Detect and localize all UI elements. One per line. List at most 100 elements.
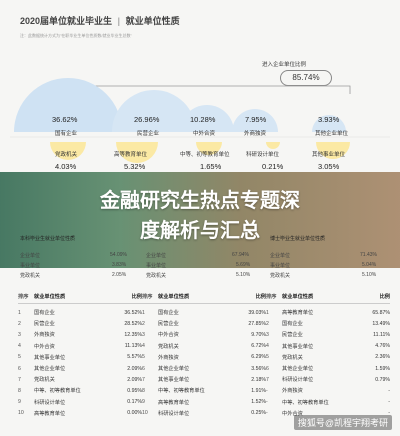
bubble-other-ent-top <box>312 115 346 132</box>
header-pct: 比例 <box>255 294 266 300</box>
table-row: 5 其他事业单位 5.57% <box>18 352 142 363</box>
cell-pct: 65.87% <box>372 309 390 316</box>
bubble-jv-top <box>180 105 234 132</box>
cell-name: 其他企业单位 <box>158 366 190 373</box>
cell-pct: 36.52% <box>124 309 142 316</box>
cell-name: 科研设计单位 <box>282 377 314 384</box>
cell-pct: - <box>388 387 390 394</box>
cell-pct: 5.57% <box>127 354 142 361</box>
bottom-pct-5: 3.05% <box>318 162 340 171</box>
cell-pct: 6.72% <box>251 343 266 350</box>
table-row: 10 高等教育单位 0.00% <box>18 408 142 419</box>
cell-rank: 1 <box>18 309 21 316</box>
mini-val-10: 5.10% <box>362 272 377 278</box>
header-rank: 排序 <box>266 294 277 300</box>
cell-pct: 39.03% <box>248 309 266 316</box>
bubble-party-bottom <box>50 142 86 160</box>
cell-rank: 4 <box>266 343 269 350</box>
header-rank: 排序 <box>142 294 153 300</box>
bubble-pct-2: 26.96% <box>134 115 160 124</box>
cell-rank: 6 <box>266 365 269 372</box>
table-header: 排序 就业单位性质 比例 <box>266 293 390 304</box>
cell-rank: 4 <box>142 343 145 350</box>
cell-name: 外商独资 <box>282 388 303 395</box>
table-row: 2 民营企业 28.52% <box>18 318 142 329</box>
bubble-other-inst-bottom <box>316 142 350 159</box>
mini-val-4: 67.94% <box>232 252 249 258</box>
cell-rank: 10 <box>18 410 24 417</box>
cell-name: 民营企业 <box>158 321 179 328</box>
cell-name: 高等教育单位 <box>158 399 190 406</box>
cell-rank: 8 <box>18 387 21 394</box>
cell-pct: - <box>388 410 390 417</box>
cell-pct: 2.18% <box>251 376 266 383</box>
page-note: 注：此数据统计方式为"在职毕业生单位性质数/就业毕业生总数" <box>20 33 132 38</box>
cell-pct: 0.95% <box>127 387 142 394</box>
cell-name: 其他事业单位 <box>158 377 190 384</box>
bubble-pct-1: 36.62% <box>52 115 78 124</box>
cell-rank: 1 <box>142 309 145 316</box>
cell-rank: 10 <box>142 410 148 417</box>
header-name: 就业单位性质 <box>34 294 66 300</box>
bubble-state-owned-top <box>14 78 122 132</box>
cell-name: 其他企业单位 <box>34 366 66 373</box>
table-row: 5 外商独资 6.29% <box>142 352 266 363</box>
table-header: 排序 就业单位性质 比例 <box>18 293 142 304</box>
table-row: 3 外商独资 12.35% <box>18 329 142 340</box>
cell-name: 其他事业单位 <box>282 343 314 350</box>
cell-name: 科研设计单位 <box>158 410 190 417</box>
cell-pct: 1.91% <box>251 387 266 394</box>
cell-name: 中外合资 <box>282 410 303 417</box>
bottom-label-3: 中等、初等教育单位 <box>180 152 230 158</box>
table-row: 7 其他事业单位 2.18% <box>142 374 266 385</box>
cell-pct: 11.13% <box>124 343 142 350</box>
cell-pct: 4.76% <box>375 343 390 350</box>
banner-title: 金融研究生热点专题深 度解析与汇总 <box>0 186 400 246</box>
cell-rank: 6 <box>142 365 145 372</box>
table-row: 1 国有企业 39.03% <box>142 307 266 318</box>
cell-name: 党政机关 <box>34 377 55 384</box>
mini-name-4: 企业单位 <box>146 253 167 259</box>
cell-pct: 0.00% <box>127 410 142 417</box>
table-row: 4 其他事业单位 4.76% <box>266 341 390 352</box>
mini-val-5: 5.69% <box>236 262 251 268</box>
table-row: 4 党政机关 6.72% <box>142 341 266 352</box>
cell-rank: 7 <box>266 376 269 383</box>
mini-name-8: 企业单位 <box>270 253 291 259</box>
cell-name: 其他事业单位 <box>34 354 66 361</box>
cell-rank: 3 <box>266 331 269 338</box>
cell-pct: 9.70% <box>251 331 266 338</box>
cell-rank: 2 <box>18 320 21 327</box>
mini-name-1: 企业单位 <box>20 253 41 259</box>
bubble-label-4: 外商独资 <box>244 131 267 137</box>
bubble-label-2: 民营企业 <box>137 131 160 137</box>
table-row: 6 其他企业单位 3.56% <box>142 363 266 374</box>
cell-name: 中等、初等教育单位 <box>158 388 205 395</box>
header-pct: 比例 <box>131 294 142 300</box>
bottom-pct-1: 4.03% <box>55 162 77 171</box>
cell-pct: 2.09% <box>127 376 142 383</box>
cell-pct: 0.79% <box>375 376 390 383</box>
cell-rank: 1 <box>266 309 269 316</box>
cell-name: 其他企业单位 <box>282 366 314 373</box>
bottom-pct-3: 1.65% <box>200 162 222 171</box>
cell-rank: - <box>266 399 268 406</box>
cell-name: 国有企业 <box>158 310 179 317</box>
bottom-label-5: 其他事业单位 <box>312 152 346 158</box>
table-row: 2 国有企业 13.49% <box>266 318 390 329</box>
cell-rank: - <box>266 387 268 394</box>
cell-name: 国有企业 <box>282 321 303 328</box>
table-row: 10 科研设计单位 0.25% <box>142 408 266 419</box>
table-row: 8 中等、初等教育单位 0.95% <box>18 385 142 396</box>
cell-rank: 6 <box>18 365 21 372</box>
mini-heading-1: 本科毕业生就业单位性质 <box>20 236 76 242</box>
cell-rank: 2 <box>266 320 269 327</box>
mini-name-9: 事业单位 <box>270 263 291 269</box>
table-row: 7 党政机关 2.09% <box>18 374 142 385</box>
cell-name: 民营企业 <box>282 332 303 339</box>
enterprise-ratio-value: 85.74% <box>280 70 332 86</box>
cell-pct: 27.85% <box>248 320 266 327</box>
watermark: 搜狐号@凯程宇翔考研 <box>293 415 392 430</box>
table-row: 1 高等教育单位 65.87% <box>266 307 390 318</box>
